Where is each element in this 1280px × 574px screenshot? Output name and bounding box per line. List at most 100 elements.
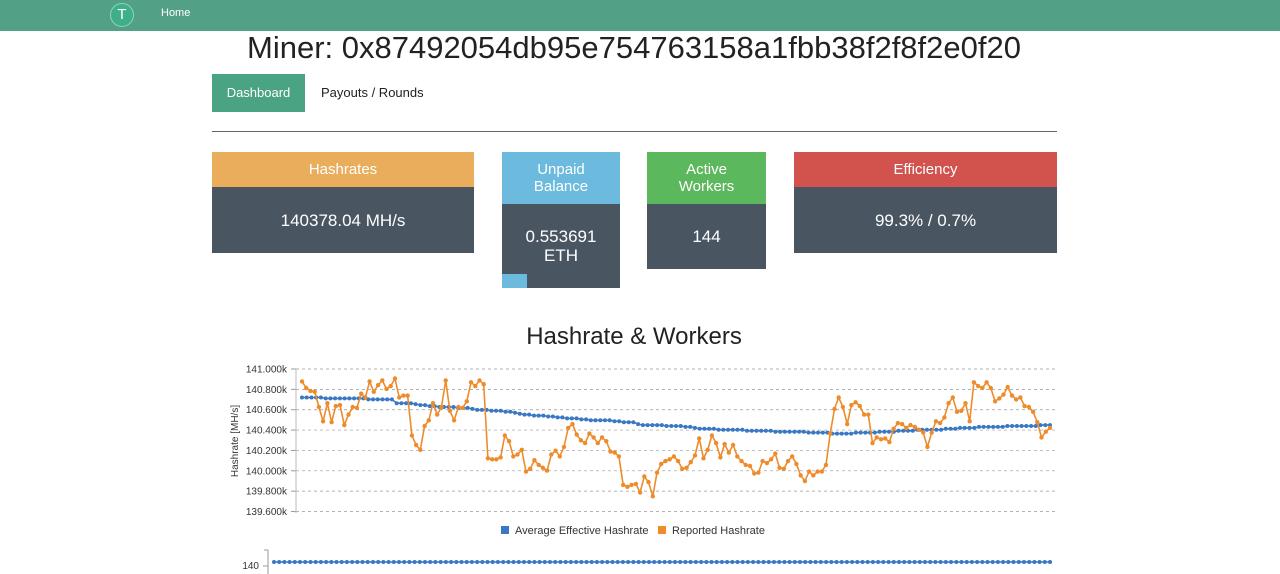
average-hashrate-point [882, 429, 887, 434]
average-hashrate-point [754, 428, 759, 433]
reported-hashrate-point [988, 385, 993, 391]
nav-home-link[interactable]: Home [161, 7, 191, 19]
workers-point [933, 560, 938, 564]
reported-hashrate-point [384, 386, 389, 392]
tab-dashboard[interactable]: Dashboard [212, 74, 305, 112]
top-navbar: T Home [0, 0, 1280, 31]
average-hashrate-point [574, 416, 579, 421]
workers-point [897, 560, 901, 564]
average-hashrate-point [536, 413, 541, 418]
reported-hashrate-point [912, 424, 917, 430]
efficiency-card-header: Efficiency [794, 152, 1057, 187]
y-axis-ticks: 141.000k 140.800k 140.600k 140.400k 140.200k… [246, 365, 296, 518]
average-hashrate-point [792, 429, 797, 434]
reported-hashrate-point [578, 438, 584, 443]
reported-hashrate-point [540, 465, 546, 470]
average-hashrate-point [688, 424, 693, 429]
workers-point [740, 560, 745, 564]
workers-point [589, 560, 594, 564]
reported-hashrate-line [301, 376, 1051, 497]
average-hashrate-point [711, 426, 716, 431]
average-hashrate-point [513, 410, 517, 415]
reported-hashrate-point [553, 448, 558, 453]
average-hashrate-point [385, 397, 390, 402]
reported-hashrate-point [785, 458, 791, 464]
workers-point [527, 560, 532, 564]
workers-point [329, 560, 334, 564]
average-hashrate-point [323, 396, 328, 401]
average-hashrate-point [943, 426, 948, 431]
average-hashrate-point [1029, 424, 1034, 428]
reported-hashrate-point [477, 378, 482, 383]
average-hashrate-point [977, 424, 981, 429]
reported-hashrate-point [929, 430, 934, 435]
average-hashrate-point [626, 420, 631, 425]
average-hashrate-point [394, 401, 399, 406]
workers-point [725, 560, 730, 564]
workers-point [303, 560, 308, 564]
hashrates-card-header: Hashrates [212, 152, 474, 187]
reported-hashrate-point [1001, 392, 1006, 397]
reported-hashrate-point [320, 419, 326, 424]
workers-point [995, 560, 1000, 564]
average-hashrate-point [598, 418, 603, 423]
workers-point [803, 560, 808, 564]
workers-point [1037, 560, 1042, 564]
average-hashrate-point [479, 407, 484, 412]
reported-hashrate-point [616, 454, 622, 459]
chart-title: Hashrate & Workers [526, 323, 742, 350]
reported-hashrate-point [709, 433, 715, 438]
average-hashrate-point [730, 427, 735, 432]
average-hashrate-point [749, 428, 754, 433]
logo-icon[interactable]: T [110, 3, 134, 27]
workers-tick-label: 140 [242, 561, 259, 572]
reported-hashrate-point [853, 400, 858, 405]
reported-hashrate-point [1009, 393, 1015, 398]
reported-hashrate-point [299, 379, 305, 384]
average-hashrate-point [697, 426, 702, 431]
workers-point [610, 560, 615, 564]
reported-hashrate-point [997, 396, 1002, 401]
average-hashrate-point [470, 406, 475, 411]
workers-point [782, 560, 787, 564]
reported-hashrate-point [777, 465, 782, 470]
active-workers-card-body: 144 [647, 204, 766, 269]
workers-point [522, 560, 526, 564]
reported-hashrate-point [316, 404, 322, 410]
workers-point [532, 560, 537, 564]
average-hashrate-point [617, 419, 622, 424]
average-hashrate-point [787, 429, 792, 434]
legend-swatch-average [501, 526, 509, 534]
workers-point [277, 560, 282, 564]
average-hashrate-point [858, 430, 863, 435]
reported-hashrate-point [612, 450, 617, 455]
average-hashrate-point [489, 408, 494, 413]
reported-hashrate-point [435, 412, 440, 417]
y-tick-label: 139.600k [246, 507, 288, 518]
workers-point [917, 560, 922, 564]
reported-hashrate-point [794, 461, 799, 467]
reported-hashrate-point [718, 455, 723, 460]
tab-payouts-rounds[interactable]: Payouts / Rounds [321, 85, 424, 100]
average-hashrate-point [560, 415, 565, 420]
average-hashrate-point [404, 401, 409, 406]
average-hashrate-point [1005, 424, 1010, 428]
reported-hashrate-point [697, 436, 702, 441]
reported-hashrate-point [502, 433, 507, 438]
reported-hashrate-point [591, 435, 596, 440]
average-hashrate-point [991, 424, 996, 429]
workers-point [735, 560, 740, 564]
workers-point [454, 560, 459, 564]
reported-hashrate-point [752, 471, 757, 476]
workers-point [798, 560, 802, 564]
average-hashrate-point [413, 402, 418, 407]
reported-hashrate-point [426, 418, 431, 423]
average-hashrate-point [664, 424, 669, 428]
average-hashrate-point [375, 397, 380, 402]
legend-label-reported[interactable]: Reported Hashrate [672, 525, 765, 537]
legend-label-average[interactable]: Average Effective Hashrate [515, 525, 649, 537]
reported-hashrate-point [819, 469, 824, 474]
reported-hashrate-point [976, 383, 981, 389]
average-hashrate-point [569, 416, 574, 421]
average-hashrate-point [726, 427, 731, 432]
